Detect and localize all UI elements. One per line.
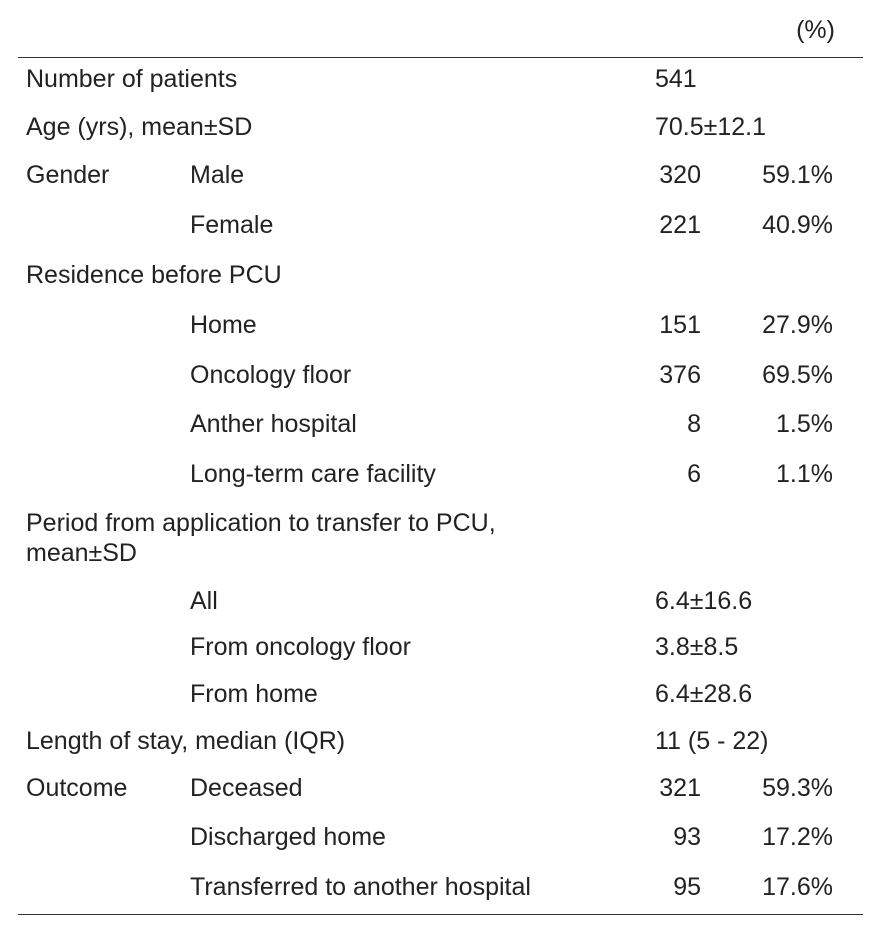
row-percent: 1.5% — [776, 410, 833, 438]
row-sublabel: Male — [190, 161, 245, 189]
row-label: Residence before PCU — [26, 261, 282, 289]
row-label: Length of stay, median (IQR) — [26, 727, 346, 755]
row-sublabel: From oncology floor — [190, 633, 411, 661]
row-percent: 59.1% — [762, 161, 833, 189]
row-value: 3.8±8.5 — [655, 633, 739, 661]
row-percent: 1.1% — [776, 460, 833, 488]
row-sublabel: Female — [190, 211, 274, 239]
row-percent: 69.5% — [762, 361, 833, 389]
row-label-line: mean±SD — [26, 539, 137, 567]
row-value: 70.5±12.1 — [655, 113, 767, 141]
row-count: 8 — [687, 410, 701, 438]
row-count: 321 — [659, 774, 701, 802]
row-percent: 17.6% — [762, 873, 833, 901]
row-sublabel: Home — [190, 311, 257, 339]
row-sublabel: All — [190, 587, 218, 615]
row-count: 95 — [673, 873, 701, 901]
row-label: Age (yrs), mean±SD — [26, 113, 253, 141]
row-percent: 17.2% — [762, 823, 833, 851]
row-sublabel: Discharged home — [190, 823, 386, 851]
row-label: Outcome — [26, 774, 128, 802]
row-sublabel: Anther hospital — [190, 410, 357, 438]
row-sublabel: Transferred to another hospital — [190, 873, 531, 901]
row-count: 320 — [659, 161, 701, 189]
row-percent: 27.9% — [762, 311, 833, 339]
row-label: Gender — [26, 161, 110, 189]
top-rule — [18, 57, 863, 58]
row-percent: 59.3% — [762, 774, 833, 802]
bottom-rule — [18, 914, 863, 915]
row-value: 6.4±16.6 — [655, 587, 753, 615]
row-sublabel: Long-term care facility — [190, 460, 436, 488]
row-count: 151 — [659, 311, 701, 339]
row-sublabel: From home — [190, 680, 318, 708]
row-value: 6.4±28.6 — [655, 680, 753, 708]
row-count: 221 — [659, 211, 701, 239]
row-count: 376 — [659, 361, 701, 389]
row-value: 11 (5 - 22) — [655, 727, 769, 755]
row-count: 93 — [673, 823, 701, 851]
row-count: 6 — [687, 460, 701, 488]
unit-header: (%) — [796, 16, 835, 44]
row-sublabel: Deceased — [190, 774, 303, 802]
row-label: Number of patients — [26, 65, 238, 93]
row-label-line: Period from application to transfer to P… — [26, 509, 496, 537]
row-percent: 40.9% — [762, 211, 833, 239]
row-value: 541 — [655, 65, 697, 93]
row-sublabel: Oncology floor — [190, 361, 352, 389]
